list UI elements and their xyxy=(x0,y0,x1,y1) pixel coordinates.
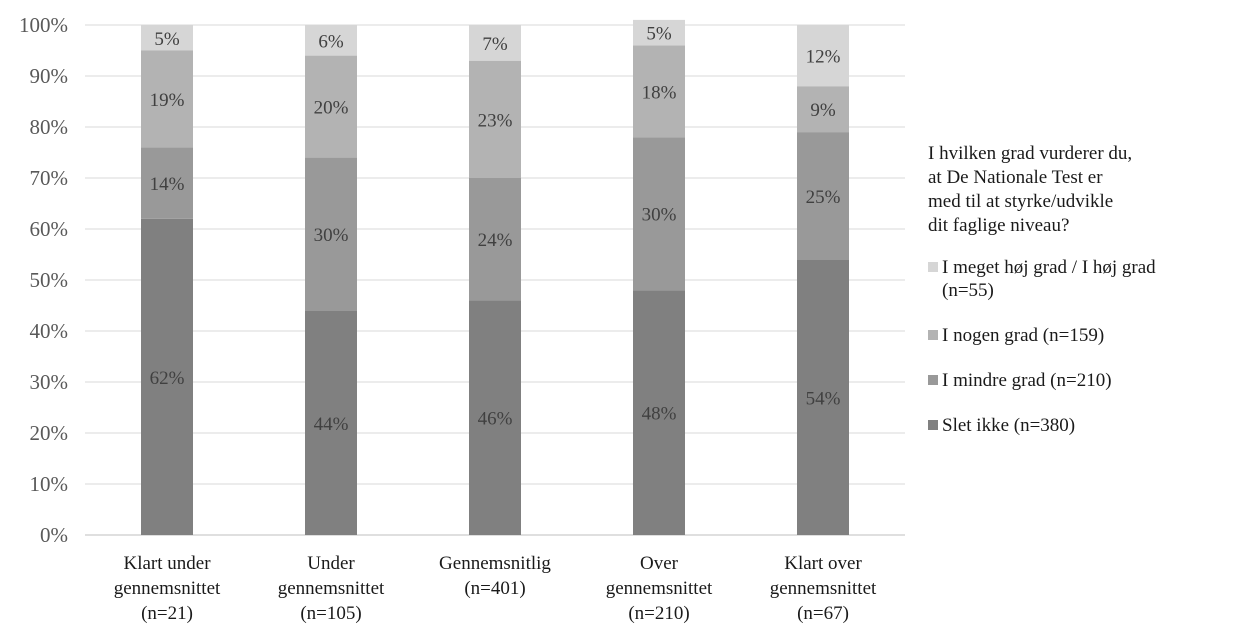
data-label: 24% xyxy=(478,230,513,251)
y-tick-label: 80% xyxy=(30,115,69,139)
y-tick-label: 70% xyxy=(30,166,69,190)
bar-segment xyxy=(797,132,849,260)
category-label: Under xyxy=(307,553,355,574)
data-label: 20% xyxy=(314,98,349,119)
data-label: 6% xyxy=(318,31,344,52)
y-tick-label: 60% xyxy=(30,217,69,241)
data-label: 46% xyxy=(478,409,513,430)
category-label: Klart under xyxy=(123,553,211,574)
data-label: 62% xyxy=(150,368,185,389)
y-tick-label: 40% xyxy=(30,319,69,343)
data-label: 5% xyxy=(646,24,672,45)
bar-segment xyxy=(305,55,357,158)
bar-segment xyxy=(141,218,193,536)
bar-segment xyxy=(469,300,521,535)
category-label: Klart over xyxy=(784,553,862,574)
legend-title-line: at De Nationale Test er xyxy=(928,167,1103,188)
legend-item-nogen-grad: I nogen grad (n=159) xyxy=(928,324,1233,347)
category-label: (n=210) xyxy=(628,603,689,624)
bar-segment xyxy=(305,157,357,311)
legend-title-line: dit faglige niveau? xyxy=(928,215,1070,236)
category-label: gennemsnittet xyxy=(606,578,713,599)
data-label: 23% xyxy=(478,110,513,131)
data-label: 19% xyxy=(150,90,185,111)
legend-label: I mindre grad (n=210) xyxy=(942,370,1112,391)
bar-segment xyxy=(633,137,685,291)
legend-item-meget-hoej-grad: I meget høj grad / I høj grad (n=55) xyxy=(928,256,1233,302)
category-label: gennemsnittet xyxy=(114,578,221,599)
data-label: 12% xyxy=(806,47,841,68)
legend-label: (n=55) xyxy=(942,280,994,301)
category-label: (n=105) xyxy=(300,603,361,624)
data-label: 30% xyxy=(314,225,349,246)
bar-segment xyxy=(141,147,193,219)
legend-swatch xyxy=(928,262,938,272)
legend-label: I meget høj grad / I høj grad xyxy=(942,257,1156,278)
bar-segment xyxy=(305,25,357,56)
y-tick-label: 30% xyxy=(30,370,69,394)
category-label: Gennemsnitlig xyxy=(439,553,551,574)
bar-segment xyxy=(305,310,357,535)
category-label: (n=401) xyxy=(464,578,525,599)
data-label: 9% xyxy=(810,100,836,121)
data-label: 14% xyxy=(150,174,185,195)
legend-title-line: I hvilken grad vurderer du, xyxy=(928,143,1133,164)
data-label: 25% xyxy=(806,187,841,208)
stacked-bar-chart: 0% 10% 20% 30% 40% 50% 60% 70% 80% 90% 100% 62% 14% 1… xyxy=(19,13,905,624)
bar-segment xyxy=(797,86,849,133)
legend-swatch xyxy=(928,330,938,340)
bar-segment xyxy=(469,60,521,179)
category-label: (n=67) xyxy=(797,603,849,624)
bar-segment xyxy=(141,50,193,148)
y-tick-label: 20% xyxy=(30,421,69,445)
data-label: 54% xyxy=(806,388,841,409)
y-tick-label: 90% xyxy=(30,64,69,88)
data-label: 44% xyxy=(314,414,349,435)
category-label: gennemsnittet xyxy=(278,578,385,599)
category-label: (n=21) xyxy=(141,603,193,624)
data-label: 5% xyxy=(154,29,180,50)
bar-segment xyxy=(633,19,685,46)
legend-title-line: med til at styrke/udvikle xyxy=(928,191,1114,212)
legend: I hvilken grad vurderer du, at De Nation… xyxy=(928,142,1233,459)
legend-label: Slet ikke (n=380) xyxy=(942,415,1076,436)
legend-label: I nogen grad (n=159) xyxy=(942,325,1105,346)
legend-swatch xyxy=(928,375,938,385)
data-label: 30% xyxy=(642,205,677,226)
legend-swatch xyxy=(928,420,938,430)
data-label: 7% xyxy=(482,34,508,55)
bar-segment xyxy=(797,259,849,535)
y-tick-label: 50% xyxy=(30,268,69,292)
legend-item-mindre-grad: I mindre grad (n=210) xyxy=(928,369,1233,392)
y-tick-label: 10% xyxy=(30,472,69,496)
legend-title: I hvilken grad vurderer du, at De Nation… xyxy=(928,142,1233,238)
category-label: gennemsnittet xyxy=(770,578,877,599)
category-label: Over xyxy=(640,553,679,574)
data-label: 48% xyxy=(642,404,677,425)
bar-segment xyxy=(633,45,685,138)
y-tick-label: 100% xyxy=(19,13,68,37)
y-tick-label: 0% xyxy=(40,523,68,547)
bar-segment xyxy=(797,25,849,87)
bar-segment xyxy=(633,290,685,535)
bar-segment xyxy=(469,25,521,61)
legend-item-slet-ikke: Slet ikke (n=380) xyxy=(928,414,1233,437)
bar-segment xyxy=(469,178,521,301)
data-label: 18% xyxy=(642,82,677,103)
bar-segment xyxy=(141,25,193,51)
